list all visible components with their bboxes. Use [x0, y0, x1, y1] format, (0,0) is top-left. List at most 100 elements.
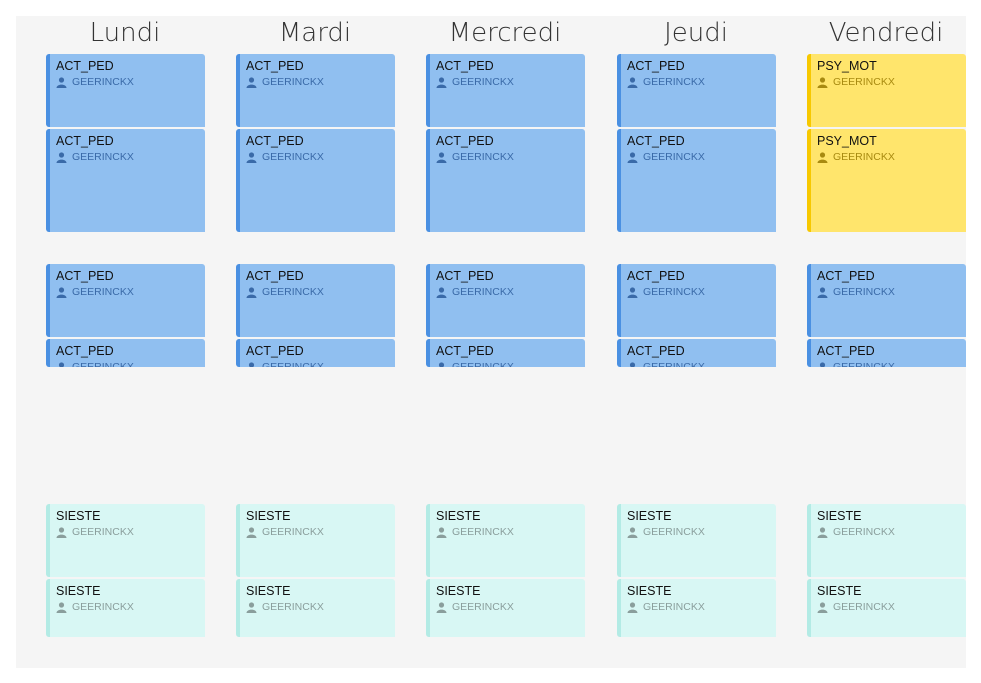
event[interactable]: SIESTE GEERINCKX	[46, 504, 205, 577]
event[interactable]: ACT_PED GEERINCKX	[617, 54, 776, 127]
person-name: GEERINCKX	[262, 601, 324, 613]
event[interactable]: PSY_MOT GEERINCKX	[807, 54, 966, 127]
event[interactable]: SIESTE GEERINCKX	[807, 579, 966, 637]
person-icon	[56, 526, 67, 538]
event-person: GEERINCKX	[56, 526, 134, 538]
person-icon	[438, 361, 445, 367]
person-icon	[436, 151, 447, 163]
day-header: Mercredi	[448, 18, 562, 48]
event-person: GEERINCKX	[817, 76, 895, 88]
event[interactable]: SIESTE GEERINCKX	[426, 579, 585, 637]
event-person: GEERINCKX	[436, 601, 514, 613]
event-person: GEERINCKX	[627, 526, 705, 538]
person-name: GEERINCKX	[643, 526, 705, 538]
person-name: GEERINCKX	[452, 526, 514, 538]
event[interactable]: ACT_PED GEERINCKX	[46, 54, 205, 127]
event[interactable]: ACT_PED GEERINCKX	[807, 339, 966, 367]
event-title: SIESTE	[817, 509, 862, 523]
event[interactable]: PSY_MOT GEERINCKX	[807, 129, 966, 232]
person-name: GEERINCKX	[452, 151, 514, 163]
event-title: PSY_MOT	[817, 134, 877, 148]
event[interactable]: ACT_PED GEERINCKX	[426, 339, 585, 367]
event[interactable]: ACT_PED GEERINCKX	[46, 264, 205, 337]
event-title: SIESTE	[56, 584, 101, 598]
event[interactable]: ACT_PED GEERINCKX	[236, 264, 395, 337]
event[interactable]: SIESTE GEERINCKX	[236, 579, 395, 637]
event-title: ACT_PED	[56, 59, 114, 73]
person-icon	[246, 526, 257, 538]
event[interactable]: ACT_PED GEERINCKX	[426, 264, 585, 337]
person-icon	[817, 151, 828, 163]
event-person: GEERINCKX	[436, 526, 514, 538]
event-person: GEERINCKX	[627, 151, 705, 163]
event-person: GEERINCKX	[56, 76, 134, 88]
event[interactable]: ACT_PED GEERINCKX	[617, 264, 776, 337]
day-header: Vendredi	[828, 18, 944, 48]
event[interactable]: ACT_PED GEERINCKX	[426, 129, 585, 232]
event[interactable]: ACT_PED GEERINCKX	[46, 339, 205, 367]
event-title: PSY_MOT	[817, 59, 877, 73]
event[interactable]: ACT_PED GEERINCKX	[807, 264, 966, 337]
event[interactable]: ACT_PED GEERINCKX	[617, 339, 776, 367]
person-icon	[627, 76, 638, 88]
event-person: GEERINCKX	[246, 151, 324, 163]
person-icon	[819, 361, 826, 367]
event[interactable]: ACT_PED GEERINCKX	[46, 129, 205, 232]
person-name: GEERINCKX	[72, 526, 134, 538]
event-person: GEERINCKX	[627, 361, 705, 367]
person-icon	[56, 286, 67, 298]
person-name: GEERINCKX	[833, 361, 895, 367]
event[interactable]: SIESTE GEERINCKX	[46, 579, 205, 637]
event-title: ACT_PED	[436, 59, 494, 73]
event-person: GEERINCKX	[246, 601, 324, 613]
event[interactable]: SIESTE GEERINCKX	[617, 504, 776, 577]
event[interactable]: ACT_PED GEERINCKX	[236, 339, 395, 367]
event[interactable]: SIESTE GEERINCKX	[807, 504, 966, 577]
event-title: ACT_PED	[627, 269, 685, 283]
event-title: SIESTE	[56, 509, 101, 523]
event-person: GEERINCKX	[817, 286, 895, 298]
person-name: GEERINCKX	[643, 76, 705, 88]
person-icon	[436, 601, 447, 613]
person-name: GEERINCKX	[643, 361, 705, 367]
event[interactable]: ACT_PED GEERINCKX	[617, 129, 776, 232]
person-name: GEERINCKX	[452, 76, 514, 88]
person-icon	[436, 286, 447, 298]
event-person: GEERINCKX	[436, 361, 514, 367]
person-icon	[56, 601, 67, 613]
event-title: ACT_PED	[56, 269, 114, 283]
person-name: GEERINCKX	[72, 76, 134, 88]
person-name: GEERINCKX	[72, 286, 134, 298]
event[interactable]: ACT_PED GEERINCKX	[236, 129, 395, 232]
event[interactable]: SIESTE GEERINCKX	[426, 504, 585, 577]
person-icon	[627, 526, 638, 538]
event-title: ACT_PED	[627, 344, 685, 358]
person-icon	[436, 526, 447, 538]
person-name: GEERINCKX	[643, 601, 705, 613]
day-header: Lundi	[89, 18, 161, 48]
event-person: GEERINCKX	[627, 76, 705, 88]
person-icon	[56, 151, 67, 163]
event[interactable]: SIESTE GEERINCKX	[617, 579, 776, 637]
day-header: Jeudi	[664, 18, 728, 48]
person-name: GEERINCKX	[833, 526, 895, 538]
event-title: ACT_PED	[817, 269, 875, 283]
event-title: ACT_PED	[436, 269, 494, 283]
person-name: GEERINCKX	[833, 76, 895, 88]
person-name: GEERINCKX	[262, 151, 324, 163]
day-header: Mardi	[278, 18, 352, 48]
person-name: GEERINCKX	[452, 601, 514, 613]
event-person: GEERINCKX	[56, 601, 134, 613]
person-name: GEERINCKX	[643, 286, 705, 298]
person-icon	[817, 526, 828, 538]
event-person: GEERINCKX	[56, 286, 134, 298]
event-person: GEERINCKX	[246, 76, 324, 88]
person-icon	[246, 76, 257, 88]
event-person: GEERINCKX	[436, 151, 514, 163]
event[interactable]: ACT_PED GEERINCKX	[236, 54, 395, 127]
person-icon	[56, 76, 67, 88]
person-name: GEERINCKX	[452, 361, 514, 367]
event[interactable]: ACT_PED GEERINCKX	[426, 54, 585, 127]
event[interactable]: SIESTE GEERINCKX	[236, 504, 395, 577]
event-title: ACT_PED	[246, 59, 304, 73]
